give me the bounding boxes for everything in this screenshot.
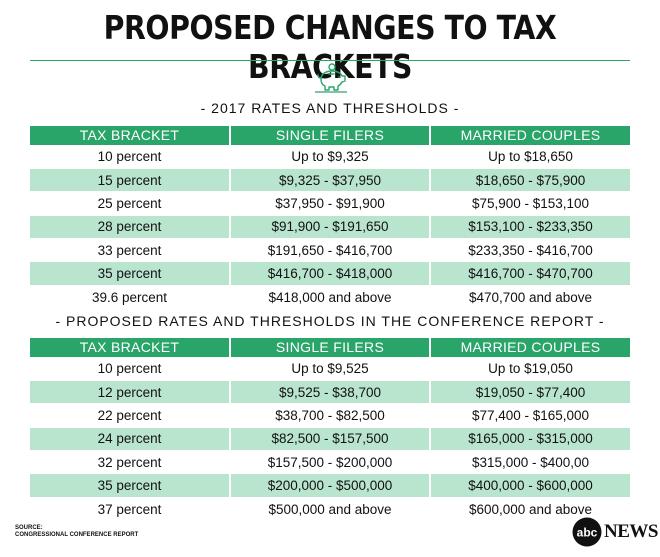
- column-header-married-couples: MARRIED COUPLES: [430, 126, 630, 145]
- single-filers-cell: $82,500 - $157,500: [230, 426, 431, 451]
- source-note: SOURCE: CONGRESSIONAL CONFERENCE REPORT: [15, 525, 138, 539]
- single-filers-cell: $200,000 - $500,000: [230, 473, 431, 498]
- tax-bracket-cell: 15 percent: [30, 167, 231, 192]
- married-couples-cell: $470,700 and above: [430, 284, 630, 309]
- married-couples-cell: $600,000 and above: [430, 496, 630, 521]
- table-row: 12 percent $9,525 - $38,700 $19,050 - $7…: [30, 379, 630, 404]
- married-couples-cell: $416,700 - $470,700: [430, 261, 630, 286]
- tax-bracket-cell: 22 percent: [30, 403, 231, 428]
- table-row: 35 percent $200,000 - $500,000 $400,000 …: [30, 473, 630, 498]
- tax-bracket-cell: 32 percent: [30, 450, 231, 474]
- tax-bracket-cell: 10 percent: [30, 144, 231, 169]
- tax-bracket-cell: 28 percent: [30, 214, 231, 239]
- table-row: 28 percent $91,900 - $191,650 $153,100 -…: [30, 214, 630, 239]
- column-header-tax-bracket: TAX BRACKET: [30, 338, 231, 357]
- table-row: 24 percent $82,500 - $157,500 $165,000 -…: [30, 426, 630, 451]
- single-filers-cell: $38,700 - $82,500: [230, 403, 431, 428]
- table-row: 37 percent $500,000 and above $600,000 a…: [30, 496, 630, 521]
- married-couples-cell: Up to $19,050: [430, 356, 630, 381]
- tax-bracket-cell: 35 percent: [30, 473, 231, 498]
- table-row: 15 percent $9,325 - $37,950 $18,650 - $7…: [30, 167, 630, 192]
- table-row: 10 percent Up to $9,325 Up to $18,650: [30, 144, 630, 169]
- single-filers-cell: $9,525 - $38,700: [230, 379, 431, 404]
- married-couples-cell: $233,350 - $416,700: [430, 238, 630, 262]
- single-filers-cell: $191,650 - $416,700: [230, 238, 431, 262]
- single-filers-cell: $500,000 and above: [230, 496, 431, 521]
- single-filers-cell: $157,500 - $200,000: [230, 450, 431, 474]
- section-title-proposed: - PROPOSED RATES AND THRESHOLDS IN THE C…: [55, 313, 605, 329]
- news-wordmark: NEWS: [604, 521, 658, 542]
- column-header-married-couples: MARRIED COUPLES: [430, 338, 630, 357]
- tax-bracket-cell: 33 percent: [30, 238, 231, 262]
- table-row: 22 percent $38,700 - $82,500 $77,400 - $…: [30, 403, 630, 428]
- section-title-2017: - 2017 RATES AND THRESHOLDS -: [200, 100, 460, 116]
- table-row: 32 percent $157,500 - $200,000 $315,000 …: [30, 450, 630, 474]
- tax-bracket-cell: 37 percent: [30, 496, 231, 521]
- column-header-tax-bracket: TAX BRACKET: [30, 126, 231, 145]
- married-couples-cell: $77,400 - $165,000: [430, 403, 630, 428]
- married-couples-cell: $153,100 - $233,350: [430, 214, 630, 239]
- married-couples-cell: $19,050 - $77,400: [430, 379, 630, 404]
- source-text: CONGRESSIONAL CONFERENCE REPORT: [15, 532, 139, 538]
- abc-logo: abc: [572, 517, 602, 547]
- single-filers-cell: $37,950 - $91,900: [230, 191, 431, 216]
- page-title: PROPOSED CHANGES TO TAX BRACKETS: [103, 8, 557, 86]
- tax-bracket-cell: 39.6 percent: [30, 284, 231, 309]
- column-header-single-filers: SINGLE FILERS: [230, 338, 431, 357]
- single-filers-cell: $9,325 - $37,950: [230, 167, 431, 192]
- table-row: 39.6 percent $418,000 and above $470,700…: [30, 284, 630, 309]
- married-couples-cell: Up to $18,650: [430, 144, 630, 169]
- source-label: SOURCE:: [15, 525, 43, 531]
- married-couples-cell: $75,900 - $153,100: [430, 191, 630, 216]
- title-divider: [30, 60, 630, 61]
- tax-bracket-cell: 25 percent: [30, 191, 231, 216]
- married-couples-cell: $315,000 - $400,00: [430, 450, 630, 474]
- tax-bracket-cell: 24 percent: [30, 426, 231, 451]
- abc-logo-text: abc: [577, 526, 598, 540]
- table-proposed-rates: TAX BRACKET SINGLE FILERS MARRIED COUPLE…: [30, 338, 630, 521]
- table-row: 35 percent $416,700 - $418,000 $416,700 …: [30, 261, 630, 286]
- column-header-single-filers: SINGLE FILERS: [230, 126, 431, 145]
- single-filers-cell: Up to $9,525: [230, 356, 431, 381]
- piggy-bank-icon: [315, 63, 347, 93]
- single-filers-cell: Up to $9,325: [230, 144, 431, 169]
- single-filers-cell: $91,900 - $191,650: [230, 214, 431, 239]
- married-couples-cell: $400,000 - $600,000: [430, 473, 630, 498]
- table-row: 10 percent Up to $9,525 Up to $19,050: [30, 356, 630, 381]
- table-row: 25 percent $37,950 - $91,900 $75,900 - $…: [30, 191, 630, 216]
- tax-bracket-cell: 35 percent: [30, 261, 231, 286]
- married-couples-cell: $165,000 - $315,000: [430, 426, 630, 451]
- single-filers-cell: $418,000 and above: [230, 284, 431, 309]
- married-couples-cell: $18,650 - $75,900: [430, 167, 630, 192]
- table-row: 33 percent $191,650 - $416,700 $233,350 …: [30, 238, 630, 262]
- single-filers-cell: $416,700 - $418,000: [230, 261, 431, 286]
- table-2017-rates: TAX BRACKET SINGLE FILERS MARRIED COUPLE…: [30, 126, 630, 309]
- tax-bracket-cell: 12 percent: [30, 379, 231, 404]
- tax-bracket-cell: 10 percent: [30, 356, 231, 381]
